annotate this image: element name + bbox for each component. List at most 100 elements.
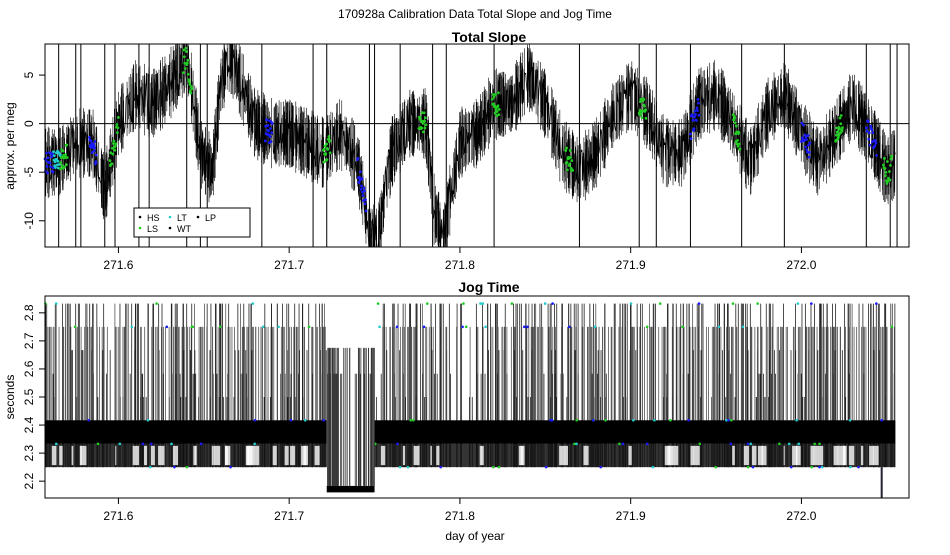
jog-band-gap [690,445,694,466]
slope-colored-point [691,118,695,122]
slope-colored-point [325,142,328,146]
slope-colored-point [841,126,844,130]
jog-colored-point [551,302,554,305]
slope-colored-point [52,154,56,158]
jog-colored-point [820,465,824,469]
total-slope-y-axis: -10 -5 0 5 [22,71,45,229]
jog-colored-point [629,302,633,305]
slope-colored-point [696,109,699,112]
jog-band-gap [195,445,197,466]
jog-colored-point [425,302,429,305]
slope-colored-point [738,147,742,151]
jog-colored-point [422,325,426,329]
0-y-tick-label: 5 [22,71,36,78]
slope-colored-point [113,148,117,152]
slope-colored-point [734,124,738,128]
slope-colored-point [837,133,841,137]
slope-colored-point [322,147,326,151]
slope-colored-point [64,163,68,167]
slope-colored-point [871,131,875,134]
jog-band-gap [380,445,386,466]
slope-colored-point [269,140,273,143]
jog-band-gap [213,445,221,466]
slope-colored-point [492,102,495,106]
slope-colored-point [838,127,841,131]
slope-colored-point [270,122,274,125]
jog-band-gap [413,445,420,466]
0-x-tick-label: 271.9 [616,258,646,272]
jog-colored-point [698,442,702,446]
jog-band-gap [59,445,63,466]
jog-colored-point [751,465,755,469]
jog-band-gap [667,445,673,466]
slope-colored-point [51,170,55,174]
slope-colored-point [54,166,57,169]
slope-colored-point [804,135,808,139]
0-x-tick-label: 271.8 [445,258,475,272]
slope-colored-point [270,131,274,135]
jog-band-gap [284,445,289,466]
slope-colored-point [186,72,190,76]
jog-colored-point [261,325,265,329]
jog-colored-point [378,325,381,329]
jog-colored-point [396,442,399,446]
jog-colored-point [218,325,222,329]
jog-band-gap [751,445,757,466]
slope-colored-point [184,50,188,53]
jog-low-block [326,485,375,493]
slope-colored-point [265,118,269,122]
jog-colored-point [229,465,232,469]
slope-colored-point [565,168,569,172]
slope-colored-point [890,154,894,158]
slope-colored-point [422,111,426,115]
jog-colored-point [725,418,728,422]
slope-colored-point [58,167,62,171]
figure-suptitle: 170928a Calibration Data Total Slope and… [338,7,612,21]
slope-colored-point [873,144,877,148]
slope-colored-point [808,141,812,145]
slope-colored-point [264,124,268,128]
jog-band-gap [873,445,879,466]
jog-band-gap [518,445,523,466]
slope-colored-point [56,159,60,163]
jog-band-gap [115,445,117,466]
slope-colored-point [495,110,499,113]
slope-colored-point [806,134,810,137]
jog-band-gap [820,445,824,466]
slope-colored-point [58,153,62,157]
slope-colored-point [423,116,427,120]
slope-colored-point [737,130,741,134]
jog-colored-point [778,442,781,446]
jog-band [45,420,327,444]
jog-colored-point [795,418,798,422]
jog-colored-point [543,302,547,305]
slope-colored-point [839,122,843,126]
slope-colored-point [94,160,98,164]
slope-colored-point [864,126,868,130]
slope-colored-point [263,139,267,143]
jog-colored-point [376,302,380,305]
slope-colored-point [807,143,810,147]
legend-label: WT [177,224,191,234]
jog-band-gap [132,445,139,466]
slope-colored-point [695,106,699,110]
slope-colored-point [420,126,424,130]
jog-time-x-axis: 271.6 271.7 271.8 271.9 272.0 [103,498,817,523]
jog-colored-point [857,465,860,469]
slope-colored-point [568,149,572,152]
1-y-tick-label: 2.3 [22,444,36,461]
slope-colored-point [883,174,887,178]
jog-band-gap [224,445,228,466]
legend-marker [138,226,142,230]
slope-colored-point [92,144,96,147]
jog-band-gap [481,445,484,466]
jog-colored-point [54,442,58,446]
jog-colored-point [658,302,662,305]
slope-colored-point [359,170,362,174]
slope-colored-point [322,160,326,164]
jog-colored-point [599,465,602,469]
jog-colored-point [148,465,152,469]
jog-band-gap [402,445,406,466]
jog-band-gap [211,445,214,466]
jog-colored-point [810,302,813,305]
